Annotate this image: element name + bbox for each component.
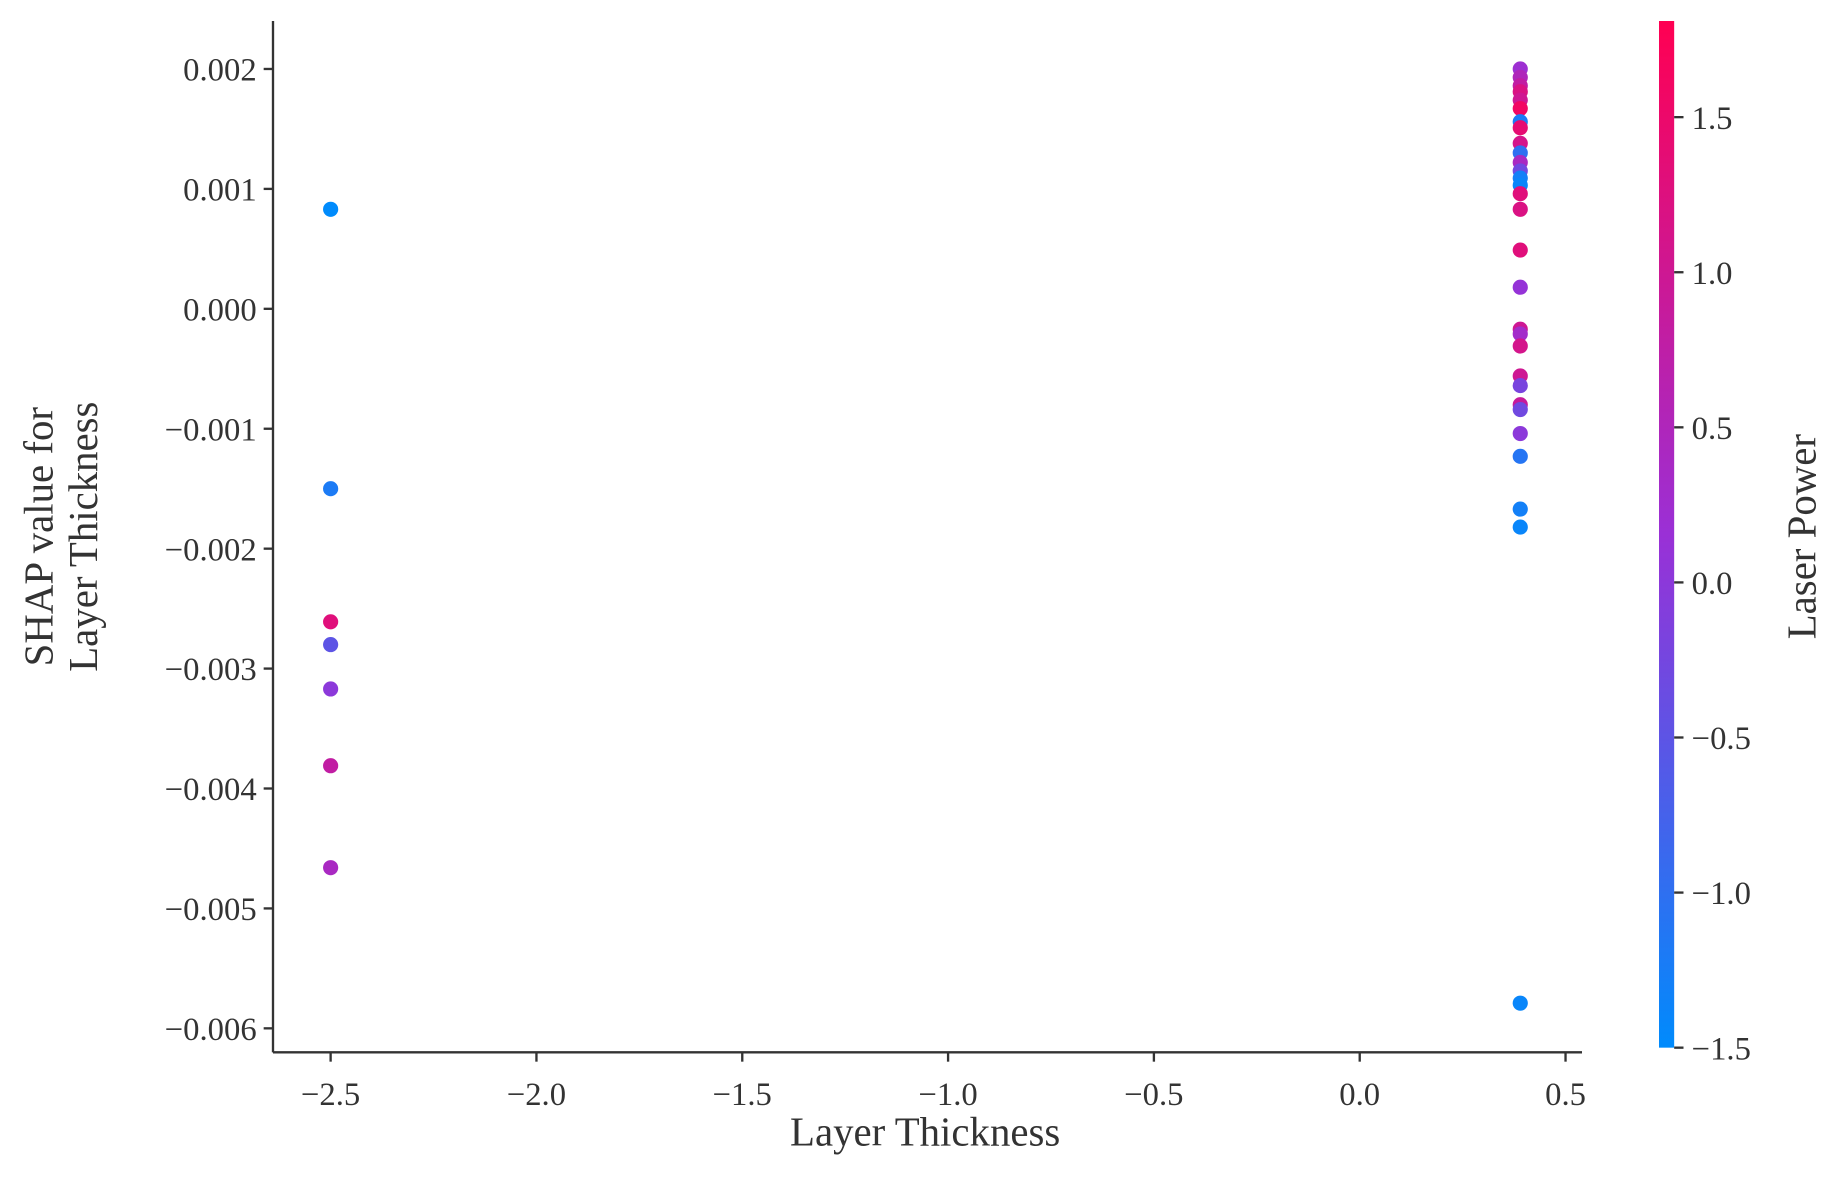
colorbar	[1659, 21, 1675, 1048]
colorbar-tick-label: −1.0	[1692, 876, 1751, 912]
y-tick-label: −0.002	[165, 532, 257, 568]
point	[1512, 448, 1528, 464]
y-tick-label: −0.003	[165, 652, 257, 688]
y-tick-label: 0.000	[183, 292, 256, 328]
colorbar-tick-label: 1.0	[1692, 256, 1733, 292]
y-tick-label: −0.004	[165, 772, 257, 808]
point	[323, 860, 339, 876]
point	[1512, 995, 1528, 1011]
y-tick-label: 0.001	[183, 173, 256, 209]
y-tick-label: −0.001	[165, 412, 257, 448]
x-tick-label: −1.5	[713, 1077, 772, 1113]
x-tick-label: −2.0	[507, 1077, 566, 1113]
point	[1512, 501, 1528, 517]
x-tick-label: −2.5	[301, 1077, 360, 1113]
point	[1512, 100, 1528, 117]
point	[1512, 242, 1528, 258]
colorbar-tick-label: 0.0	[1692, 566, 1733, 602]
colorbar-tick-label: 1.5	[1692, 101, 1733, 137]
point	[1512, 338, 1528, 354]
point	[1512, 401, 1528, 418]
point	[323, 614, 339, 630]
point	[323, 481, 339, 497]
point	[323, 681, 339, 697]
point	[1512, 279, 1528, 295]
point	[1512, 425, 1528, 442]
x-tick-label: 0.0	[1339, 1077, 1380, 1113]
point	[323, 201, 339, 217]
x-tick-label: −1.0	[918, 1077, 977, 1113]
x-axis-label: Layer Thickness	[790, 1110, 1060, 1155]
colorbar-tick-label: −1.5	[1692, 1031, 1751, 1067]
point	[1512, 186, 1528, 202]
point	[1512, 201, 1528, 217]
y-tick-label: −0.006	[165, 1012, 257, 1048]
y-axis-label: SHAP value for	[17, 407, 62, 667]
colorbar-tick-label: −0.5	[1692, 721, 1751, 757]
y-tick-label: −0.005	[165, 892, 257, 928]
y-axis-label: Layer Thickness	[61, 402, 106, 672]
point	[323, 758, 339, 774]
x-tick-label: 0.5	[1545, 1077, 1586, 1113]
colorbar-label: Laser Power	[1779, 434, 1824, 640]
point	[1512, 326, 1528, 342]
point	[1512, 120, 1528, 136]
point	[1512, 377, 1528, 394]
point	[323, 637, 339, 653]
colorbar-tick-label: 0.5	[1692, 411, 1733, 447]
point	[1512, 519, 1528, 535]
y-tick-label: 0.002	[183, 53, 256, 89]
x-tick-label: −0.5	[1124, 1077, 1183, 1113]
